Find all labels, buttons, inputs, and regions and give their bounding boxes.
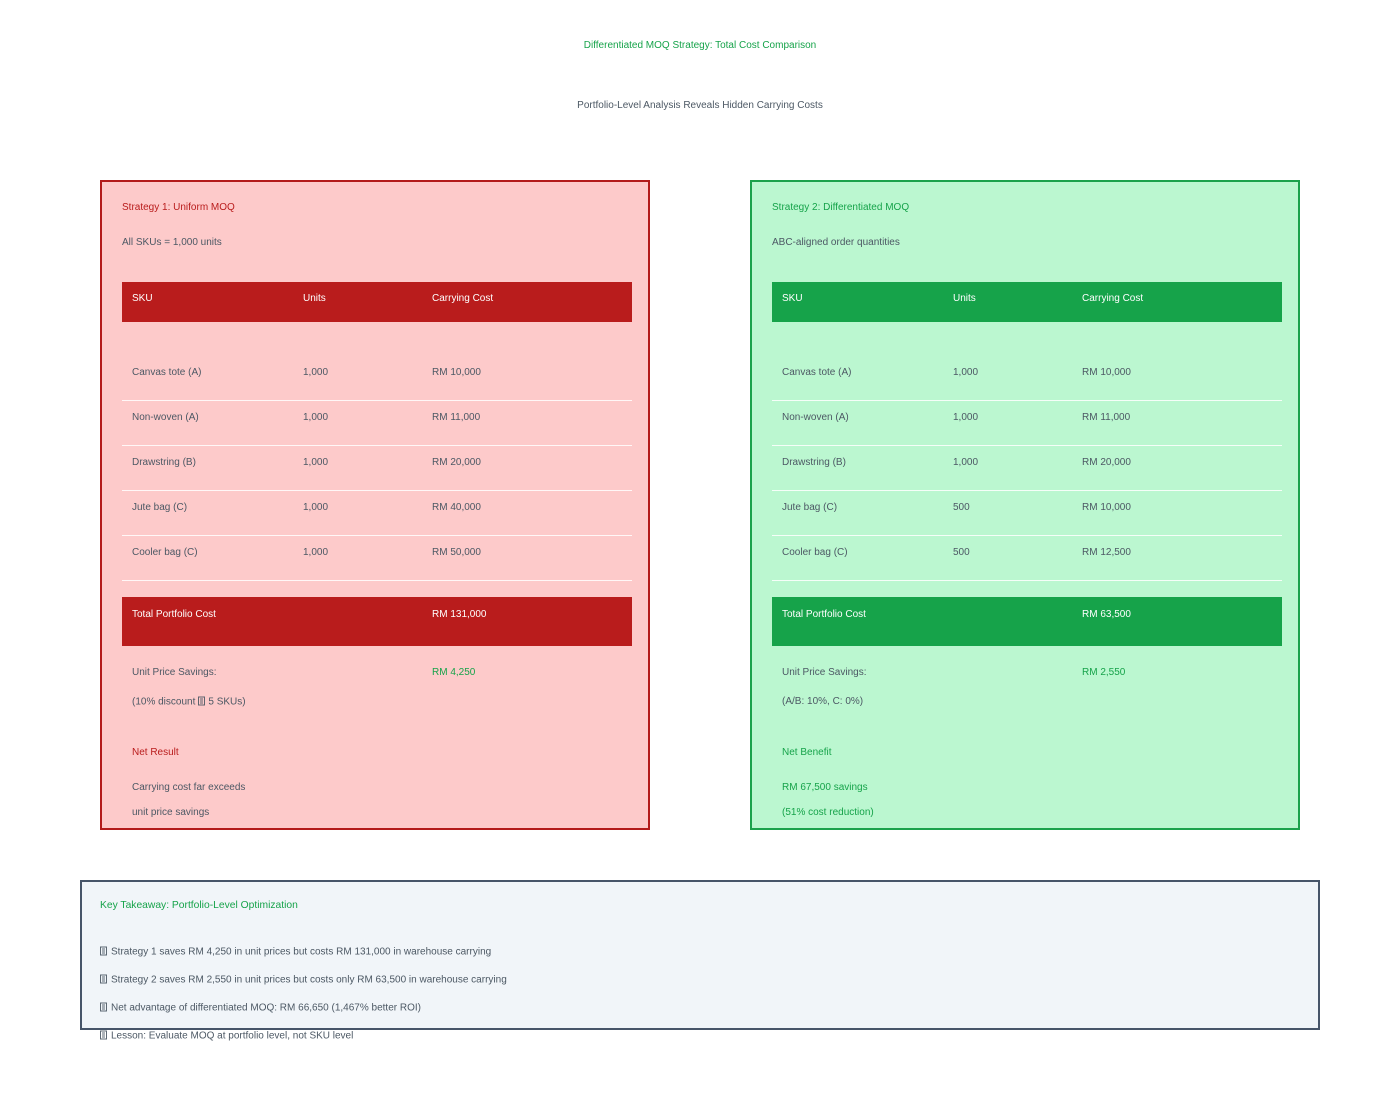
savings-note: (A/B: 10%, C: 0%): [782, 696, 864, 707]
savings-value: RM 4,250: [432, 667, 476, 678]
total-label: Total Portfolio Cost: [782, 609, 866, 620]
table-cell-units: 1,000: [953, 366, 979, 378]
table-cell-units: 500: [953, 546, 970, 558]
missing-glyph-icon: [198, 696, 206, 706]
table-cell-sku: Canvas tote (A): [132, 366, 202, 378]
table-cell-cost: RM 50,000: [432, 546, 481, 558]
table-cell-cost: RM 12,500: [1082, 546, 1131, 558]
strategy1-total-band: Total Portfolio Cost RM 131,000: [122, 597, 632, 646]
table-cell-sku: Non-woven (A): [782, 411, 849, 423]
strategy1-table-header: SKU Units Carrying Cost: [122, 282, 632, 322]
takeaway-bullet-text: Lesson: Evaluate MOQ at portfolio level,…: [111, 1030, 354, 1042]
row-separator: [772, 489, 1282, 491]
table-cell-units: 1,000: [303, 501, 329, 513]
missing-glyph-icon: [100, 946, 107, 956]
strategy1-subtitle: All SKUs = 1,000 units: [122, 237, 222, 248]
key-takeaway-box: [80, 880, 1320, 1030]
savings-label: Unit Price Savings:: [132, 667, 217, 678]
total-value: RM 63,500: [1082, 609, 1131, 620]
takeaway-title: Key Takeaway: Portfolio-Level Optimizati…: [100, 899, 298, 911]
result-line2: (51% cost reduction): [782, 807, 874, 818]
takeaway-bullet-text: Strategy 1 saves RM 4,250 in unit prices…: [111, 946, 492, 958]
page-title: Differentiated MOQ Strategy: Total Cost …: [583, 40, 817, 51]
row-separator: [122, 444, 632, 446]
column-header-sku: SKU: [782, 293, 803, 304]
table-cell-cost: RM 11,000: [432, 411, 481, 423]
table-cell-cost: RM 10,000: [1082, 366, 1131, 378]
table-cell-cost: RM 10,000: [432, 366, 481, 378]
strategy2-subtitle: ABC-aligned order quantities: [772, 237, 900, 248]
table-cell-units: 500: [953, 501, 970, 513]
table-cell-units: 1,000: [303, 366, 329, 378]
table-cell-units: 1,000: [953, 411, 979, 423]
table-cell-sku: Cooler bag (C): [782, 546, 848, 558]
table-cell-cost: RM 40,000: [432, 501, 481, 513]
table-cell-cost: RM 10,000: [1082, 501, 1131, 513]
table-cell-units: 1,000: [303, 456, 329, 468]
savings-note-post: 5 SKUs): [208, 696, 246, 708]
column-header-cost: Carrying Cost: [432, 293, 494, 304]
table-cell-sku: Jute bag (C): [132, 501, 188, 513]
result-line2: unit price savings: [132, 807, 210, 818]
table-cell-cost: RM 11,000: [1082, 411, 1131, 423]
savings-note-pre: (10% discount: [132, 696, 196, 708]
table-cell-units: 1,000: [303, 546, 329, 558]
takeaway-bullet: Net advantage of differentiated MOQ: RM …: [100, 1002, 421, 1014]
table-cell-sku: Drawstring (B): [782, 456, 846, 468]
table-cell-sku: Cooler bag (C): [132, 546, 198, 558]
savings-value: RM 2,550: [1082, 667, 1126, 678]
row-separator: [772, 579, 1282, 581]
table-cell-sku: Jute bag (C): [782, 501, 838, 513]
result-line1: Carrying cost far exceeds: [132, 782, 246, 793]
missing-glyph-icon: [100, 1030, 107, 1040]
table-cell-cost: RM 20,000: [1082, 456, 1131, 468]
row-separator: [122, 579, 632, 581]
takeaway-bullet: Strategy 2 saves RM 2,550 in unit prices…: [100, 974, 507, 986]
result-line1: RM 67,500 savings: [782, 782, 868, 793]
table-cell-cost: RM 20,000: [432, 456, 481, 468]
takeaway-bullet-text: Net advantage of differentiated MOQ: RM …: [111, 1002, 421, 1014]
strategy2-total-band: Total Portfolio Cost RM 63,500: [772, 597, 1282, 646]
table-cell-sku: Canvas tote (A): [782, 366, 852, 378]
column-header-units: Units: [303, 293, 326, 304]
takeaway-bullet: Strategy 1 saves RM 4,250 in unit prices…: [100, 946, 492, 958]
result-title: Net Benefit: [782, 747, 832, 758]
missing-glyph-icon: [100, 1002, 107, 1012]
table-cell-sku: Drawstring (B): [132, 456, 196, 468]
result-title: Net Result: [132, 747, 179, 758]
row-separator: [122, 534, 632, 536]
table-cell-sku: Non-woven (A): [132, 411, 199, 423]
takeaway-bullet: Lesson: Evaluate MOQ at portfolio level,…: [100, 1030, 354, 1042]
total-label: Total Portfolio Cost: [132, 609, 216, 620]
row-separator: [122, 489, 632, 491]
row-separator: [772, 534, 1282, 536]
strategy1-panel: Strategy 1: Uniform MOQ All SKUs = 1,000…: [100, 180, 650, 830]
takeaway-bullet-text: Strategy 2 saves RM 2,550 in unit prices…: [111, 974, 507, 986]
row-separator: [772, 399, 1282, 401]
savings-label: Unit Price Savings:: [782, 667, 867, 678]
total-value: RM 131,000: [432, 609, 487, 620]
strategy2-table-header: SKU Units Carrying Cost: [772, 282, 1282, 322]
column-header-sku: SKU: [132, 293, 153, 304]
table-cell-units: 1,000: [303, 411, 329, 423]
column-header-units: Units: [953, 293, 976, 304]
strategy1-title: Strategy 1: Uniform MOQ: [122, 202, 235, 213]
strategy2-title: Strategy 2: Differentiated MOQ: [772, 202, 910, 213]
strategy2-panel: Strategy 2: Differentiated MOQ ABC-align…: [750, 180, 1300, 830]
savings-note: (10% discount 5 SKUs): [132, 696, 246, 708]
table-cell-units: 1,000: [953, 456, 979, 468]
row-separator: [772, 444, 1282, 446]
row-separator: [122, 399, 632, 401]
column-header-cost: Carrying Cost: [1082, 293, 1144, 304]
missing-glyph-icon: [100, 974, 107, 984]
page-subtitle: Portfolio-Level Analysis Reveals Hidden …: [577, 100, 823, 111]
